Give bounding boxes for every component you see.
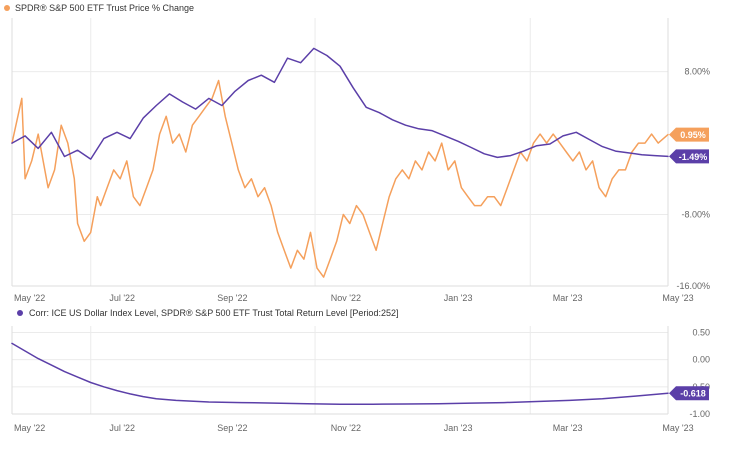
end-value-badge: 0.95% [669, 127, 709, 142]
x-tick-label: Jul '22 [109, 423, 135, 433]
top-chart-end-labels: 0.95% -1.49% [669, 127, 709, 164]
top-legend-marker [4, 5, 10, 11]
x-tick-label: Sep '22 [217, 293, 247, 303]
bottom-chart-grid [11, 326, 669, 415]
x-tick-label: May '23 [662, 293, 693, 303]
x-tick-label: Jan '23 [444, 293, 473, 303]
top-chart-series [11, 47, 669, 278]
series-line [11, 79, 669, 278]
bottom-legend-text: Corr: ICE US Dollar Index Level, SPDR® S… [29, 308, 398, 318]
top-chart-axis: 8.00% -8.00% -16.00% May '22 Jul '22 Sep '22 N… [14, 67, 710, 303]
y-tick-label: 0.50 [692, 328, 710, 338]
bottom-legend-marker [17, 310, 23, 316]
end-value-badge-shape [669, 386, 709, 401]
series-line [11, 47, 669, 160]
series-line [11, 342, 669, 405]
y-tick-label: -8.00% [681, 210, 710, 220]
x-tick-label: Nov '22 [331, 293, 361, 303]
x-tick-label: May '22 [14, 293, 45, 303]
bottom-legend: Corr: ICE US Dollar Index Level, SPDR® S… [17, 308, 398, 318]
top-legend-text: SPDR® S&P 500 ETF Trust Price % Change [15, 3, 194, 13]
x-tick-label: Mar '23 [553, 293, 583, 303]
x-tick-label: May '23 [662, 423, 693, 433]
end-value-badge: -0.618 [669, 386, 709, 401]
end-value-badge: -1.49% [669, 149, 709, 164]
end-value-text: -1.49% [679, 152, 708, 162]
top-legend: SPDR® S&P 500 ETF Trust Price % Change [4, 3, 194, 13]
x-tick-label: Mar '23 [553, 423, 583, 433]
end-value-badge-shape [669, 149, 709, 164]
end-value-text: 0.95% [680, 130, 706, 140]
x-tick-label: Sep '22 [217, 423, 247, 433]
end-value-badge-shape [669, 127, 709, 142]
end-value-text: -0.618 [680, 389, 706, 399]
x-tick-label: May '22 [14, 423, 45, 433]
top-chart-grid [11, 18, 669, 287]
bottom-chart-series [11, 342, 669, 405]
y-tick-label: -16.00% [676, 281, 710, 291]
x-tick-label: Nov '22 [331, 423, 361, 433]
x-tick-label: Jan '23 [444, 423, 473, 433]
y-tick-label: 0.00 [692, 355, 710, 365]
bottom-chart-end-labels: -0.618 [669, 386, 709, 401]
x-tick-label: Jul '22 [109, 293, 135, 303]
y-tick-label: -1.00 [689, 409, 710, 419]
y-tick-label: 8.00% [684, 67, 710, 77]
